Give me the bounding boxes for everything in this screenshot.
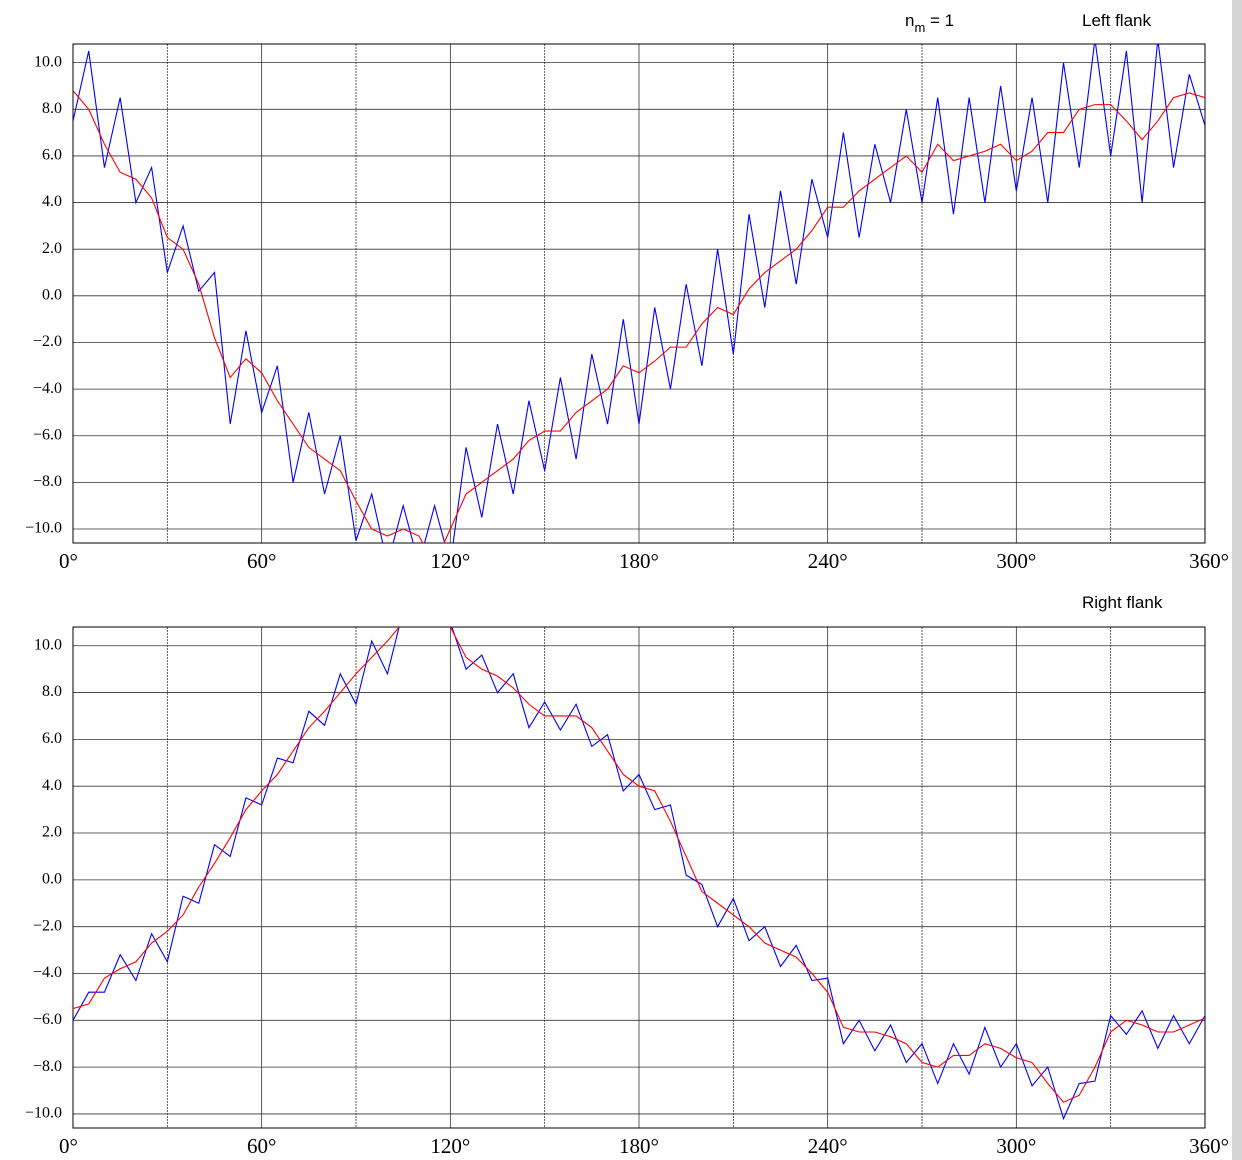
y-tick-label: −8.0 <box>33 473 62 490</box>
annotation-part: = 1 <box>925 11 954 30</box>
y-tick-label: −8.0 <box>33 1058 62 1075</box>
chart-title: Left flank <box>1082 11 1151 30</box>
annotation: nm = 1 <box>905 11 954 35</box>
plot-frame <box>72 626 1206 1129</box>
y-tick-label: −6.0 <box>33 1011 62 1028</box>
x-tick-label: 0° <box>59 1134 78 1158</box>
y-tick-label: −2.0 <box>33 917 62 934</box>
y-tick-label: 0.0 <box>42 287 62 304</box>
series-line <box>73 90 1205 543</box>
y-tick-label: 6.0 <box>42 730 62 747</box>
plot: 10.0 8.0 6.0 4.0 2.0 0.0 −2.0 −4.0 −6.0 −8.0 −10.0… <box>25 11 1229 573</box>
x-tick-label: 60° <box>247 549 276 573</box>
plot-frame <box>72 43 1206 544</box>
series-line <box>73 627 1205 1103</box>
x-tick-label: 120° <box>430 1134 470 1158</box>
series-line <box>73 44 1205 543</box>
y-tick-label: 4.0 <box>42 193 62 210</box>
annotation-part: n <box>905 11 914 30</box>
y-tick-label: 4.0 <box>42 777 62 794</box>
y-tick-label: −4.0 <box>33 964 62 981</box>
chart-title: Right flank <box>1082 593 1163 612</box>
x-tick-label: 0° <box>59 549 78 573</box>
y-tick-label: 2.0 <box>42 824 62 841</box>
y-tick-label: −2.0 <box>33 333 62 350</box>
x-tick-label: 180° <box>619 549 659 573</box>
y-tick-label: −6.0 <box>33 426 62 443</box>
y-tick-label: 10.0 <box>34 636 62 653</box>
x-tick-label: 240° <box>808 1134 848 1158</box>
y-tick-label: 6.0 <box>42 147 62 164</box>
y-tick-label: 10.0 <box>34 53 62 70</box>
y-tick-label: 2.0 <box>42 240 62 257</box>
x-tick-label: 300° <box>996 1134 1036 1158</box>
y-tick-label: 8.0 <box>42 683 62 700</box>
y-tick-label: −10.0 <box>25 520 62 537</box>
x-tick-label: 120° <box>430 549 470 573</box>
y-tick-label: −10.0 <box>25 1105 62 1122</box>
x-tick-label: 180° <box>619 1134 659 1158</box>
x-tick-label: 240° <box>808 549 848 573</box>
x-tick-label: 300° <box>996 549 1036 573</box>
series-line <box>73 627 1205 1121</box>
scrollbar <box>1232 0 1242 1160</box>
annotation-part: m <box>914 20 925 35</box>
y-tick-label: 0.0 <box>42 871 62 888</box>
x-tick-label: 360° <box>1189 549 1229 573</box>
y-tick-label: −4.0 <box>33 380 62 397</box>
y-tick-label: 8.0 <box>42 100 62 117</box>
x-tick-label: 360° <box>1189 1134 1229 1158</box>
x-tick-label: 60° <box>247 1134 276 1158</box>
plot: 10.0 8.0 6.0 4.0 2.0 0.0 −2.0 −4.0 −6.0 −8.0 −10.0… <box>25 593 1229 1158</box>
